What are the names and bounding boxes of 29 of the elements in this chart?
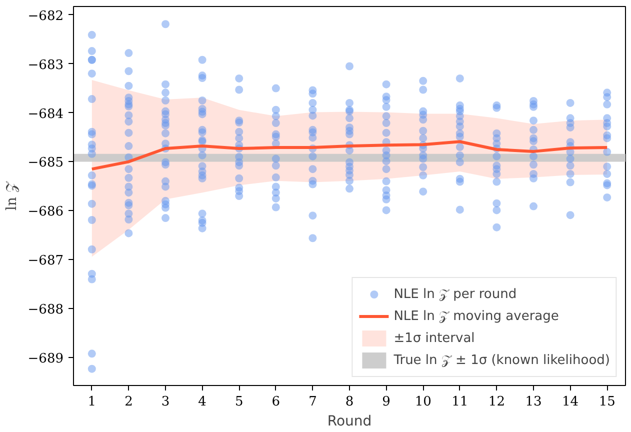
x-axis-title: Round bbox=[327, 414, 372, 430]
y-tick-label: −687 bbox=[28, 254, 64, 269]
y-axis-title: ln 𝒵 bbox=[4, 180, 20, 210]
x-tick-label: 4 bbox=[198, 394, 206, 410]
x-tick-label: 13 bbox=[525, 394, 542, 410]
x-tick-label: 6 bbox=[272, 394, 280, 410]
x-tick-label: 15 bbox=[598, 394, 616, 410]
y-tick-label: −685 bbox=[28, 156, 64, 171]
x-tick-label: 8 bbox=[345, 394, 354, 410]
x-tick-label: 2 bbox=[124, 394, 133, 410]
x-tick-label: 5 bbox=[234, 394, 244, 410]
y-tick-label: −686 bbox=[28, 204, 64, 220]
y-tick-label: −683 bbox=[28, 58, 64, 73]
x-tick-label: 14 bbox=[562, 394, 579, 410]
x-tick-label: 12 bbox=[488, 394, 505, 410]
y-tick-label: −688 bbox=[28, 302, 64, 318]
legend-label: True ln 𝒵 ± 1σ (known likelihood) bbox=[394, 352, 610, 368]
annotation: ±1σ interval bbox=[394, 330, 475, 346]
x-tick-label: 9 bbox=[382, 394, 390, 410]
x-tick-label: 7 bbox=[308, 394, 317, 410]
legend-label: NLE ln 𝒵 per round bbox=[394, 286, 517, 302]
x-tick-label: 10 bbox=[414, 394, 432, 410]
y-tick-label: −684 bbox=[28, 106, 64, 122]
x-tick-label: 11 bbox=[452, 394, 468, 410]
y-tick-label: −689 bbox=[28, 352, 64, 367]
x-tick-label: 1 bbox=[88, 394, 96, 410]
x-tick-label: 3 bbox=[161, 394, 170, 410]
y-tick-label: −682 bbox=[28, 8, 64, 24]
legend-label: NLE ln 𝒵 moving average bbox=[394, 308, 559, 324]
